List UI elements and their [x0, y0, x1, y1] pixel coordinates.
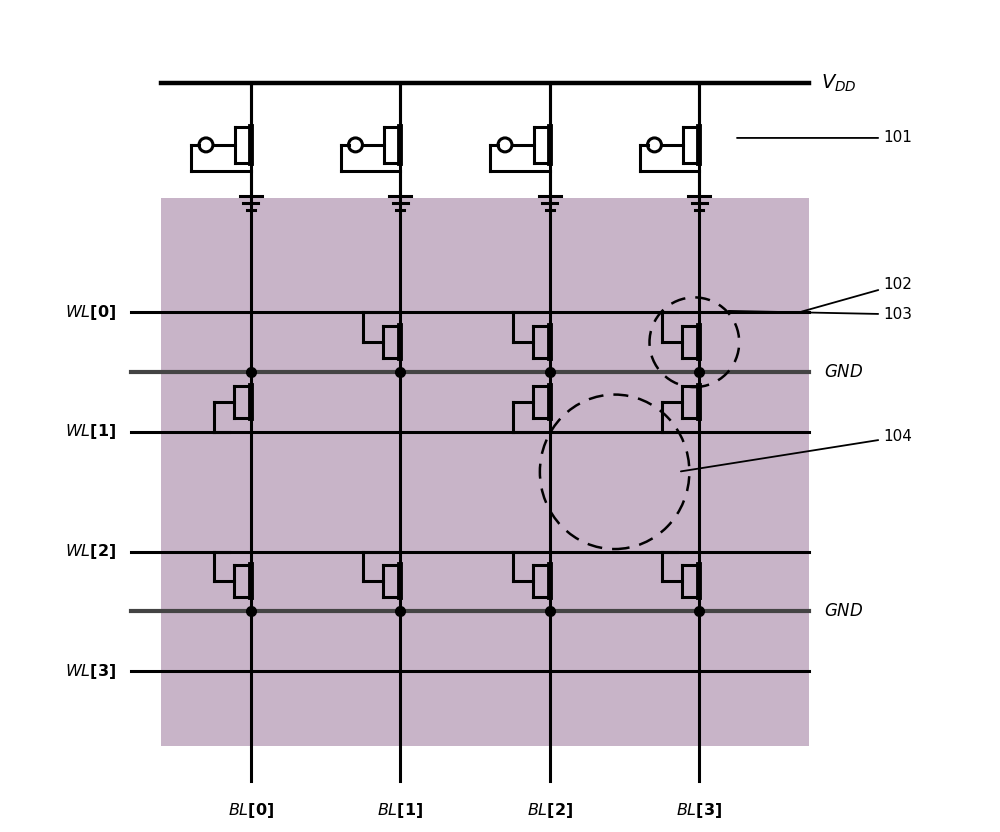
Text: 101: 101 [737, 131, 913, 146]
Text: $\mathit{WL}$[2]: $\mathit{WL}$[2] [65, 542, 116, 561]
Text: $\mathit{WL}$[0]: $\mathit{WL}$[0] [65, 303, 116, 322]
FancyBboxPatch shape [161, 198, 809, 746]
Text: $\mathit{GND}$: $\mathit{GND}$ [824, 602, 863, 621]
Text: $\mathit{WL}$[1]: $\mathit{WL}$[1] [65, 423, 116, 442]
Text: $\mathit{GND}$: $\mathit{GND}$ [824, 363, 863, 381]
Text: $\mathit{BL}$[1]: $\mathit{BL}$[1] [377, 800, 423, 820]
Text: 102: 102 [802, 277, 913, 312]
Text: $\mathit{BL}$[2]: $\mathit{BL}$[2] [527, 800, 573, 820]
Text: 103: 103 [729, 307, 913, 322]
Text: $V_{DD}$: $V_{DD}$ [821, 72, 857, 94]
Text: 104: 104 [681, 429, 913, 472]
Text: $\mathit{BL}$[0]: $\mathit{BL}$[0] [228, 800, 274, 820]
Text: $\mathit{BL}$[3]: $\mathit{BL}$[3] [676, 800, 722, 820]
Text: $\mathit{WL}$[3]: $\mathit{WL}$[3] [65, 661, 116, 681]
